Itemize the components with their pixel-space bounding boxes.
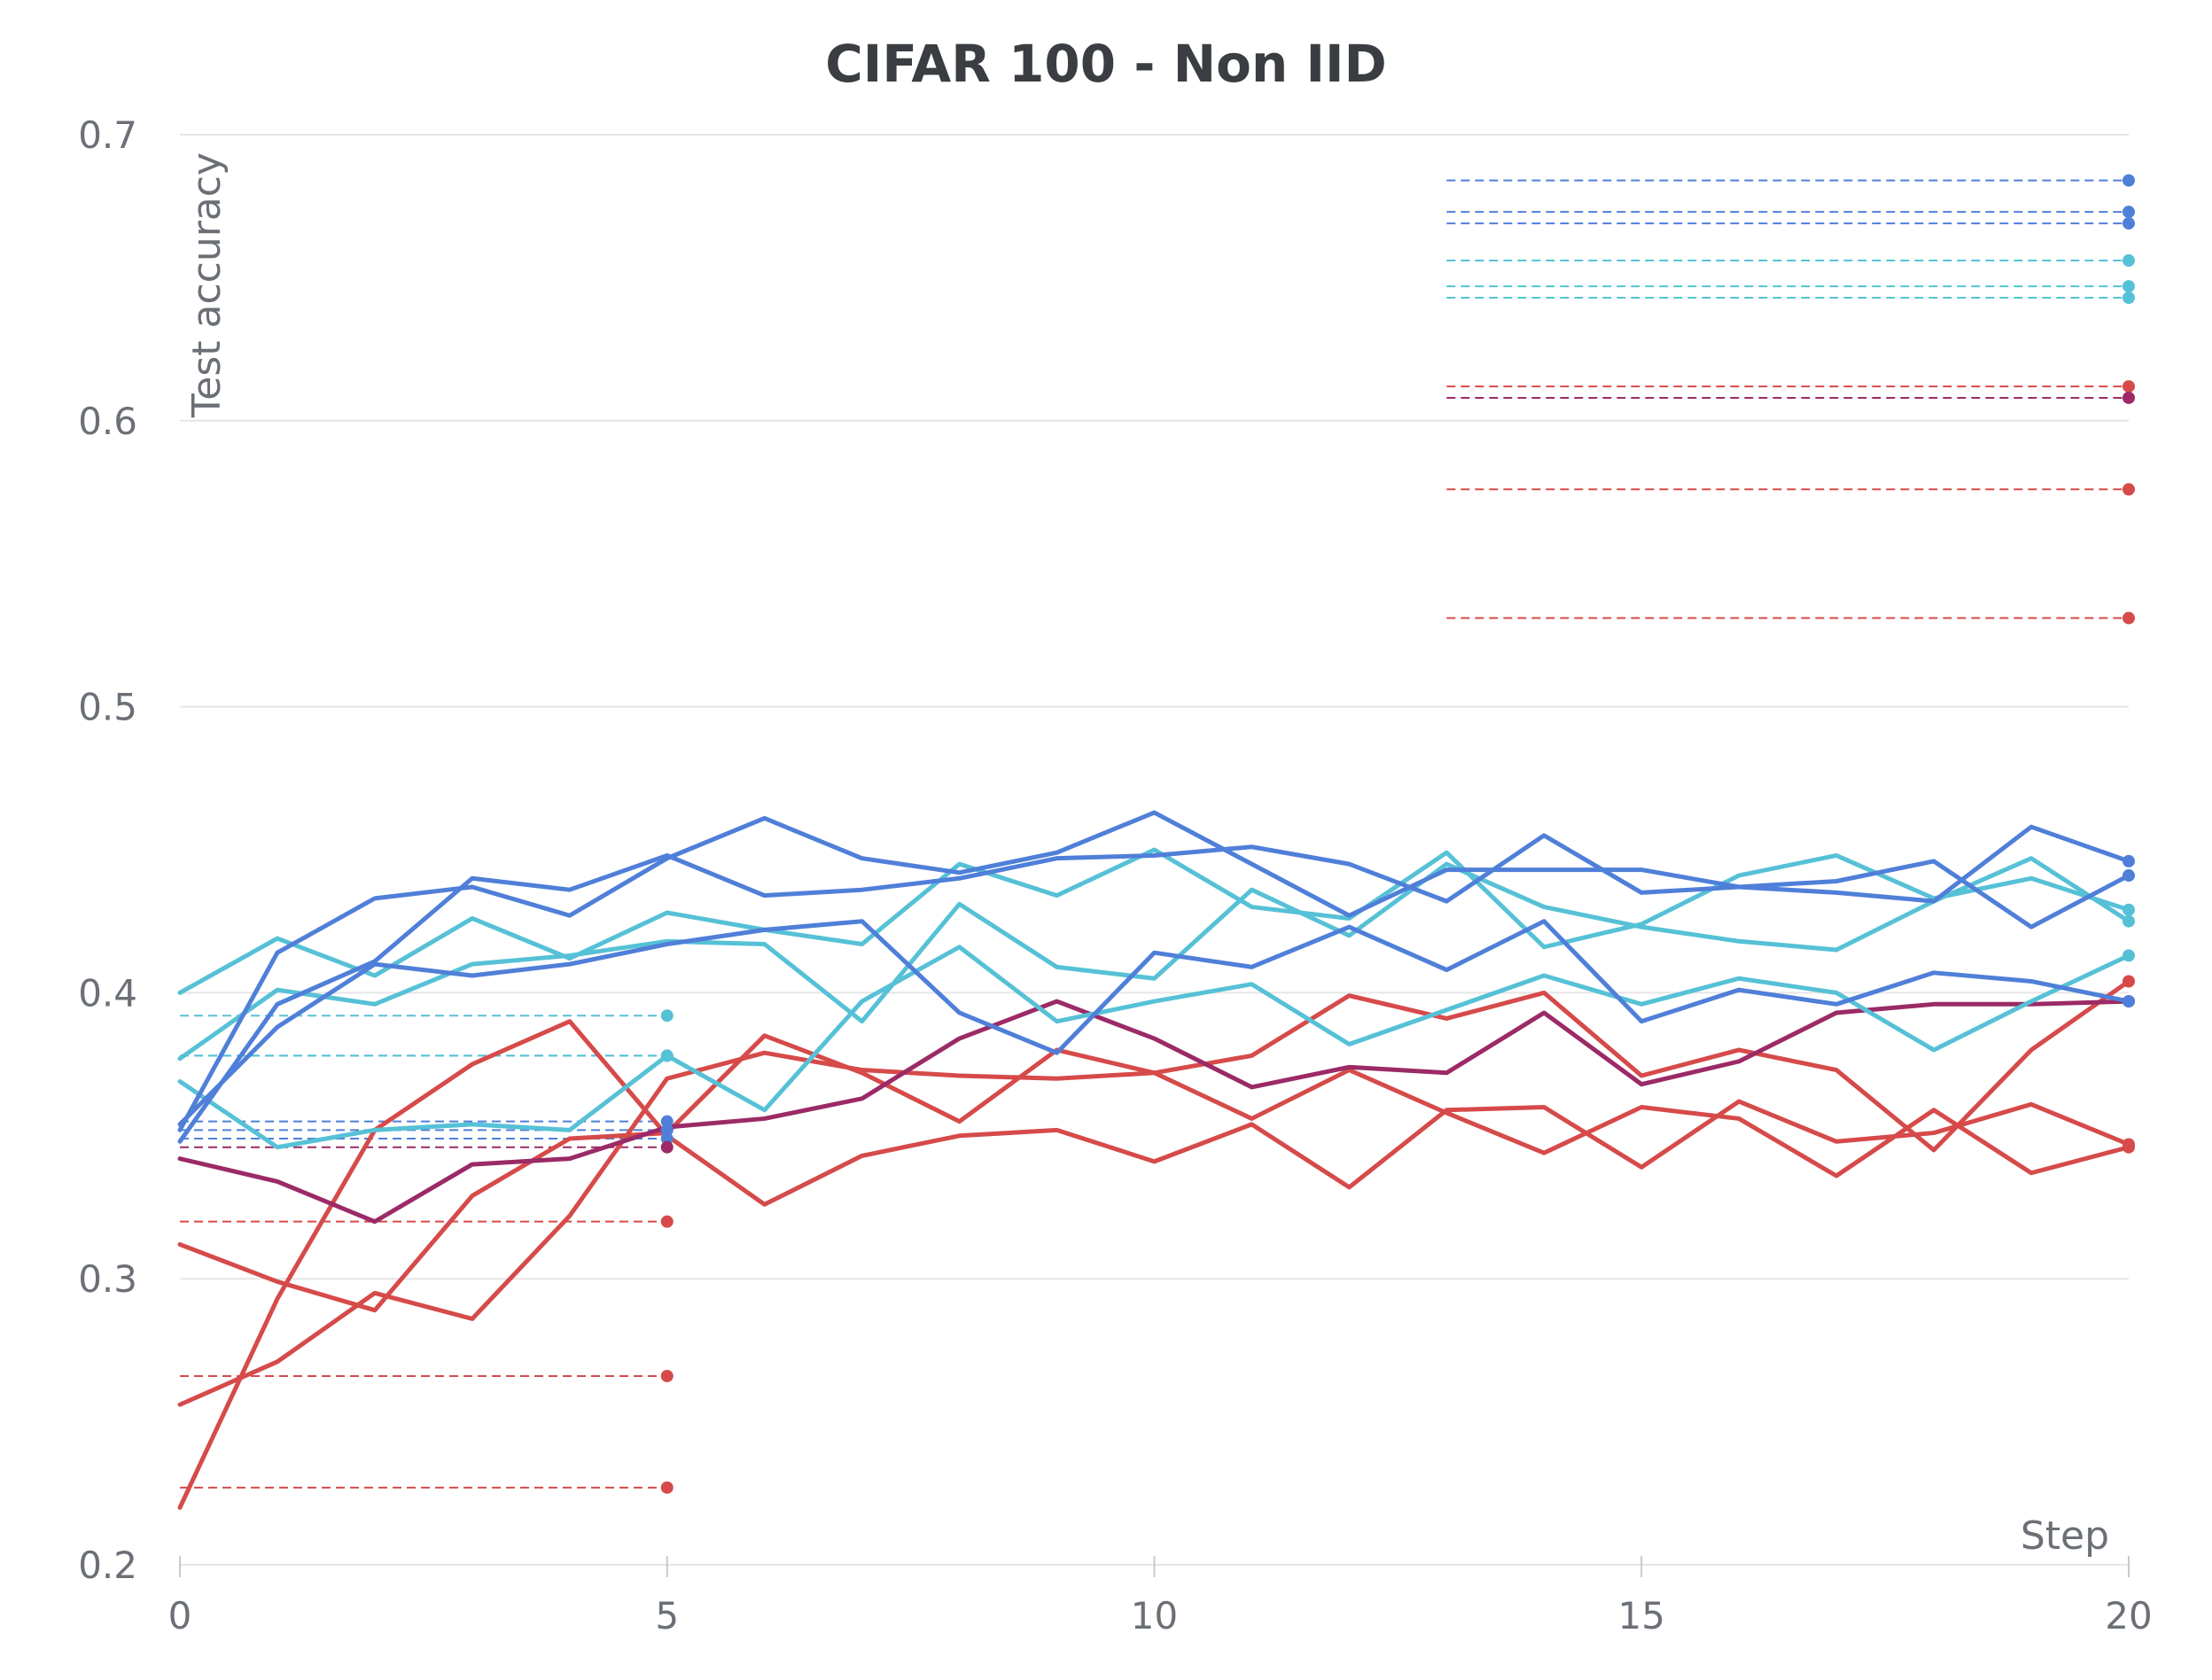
reference-point: [2122, 280, 2135, 293]
reference-point: [2122, 291, 2135, 304]
series-line: [177, 847, 2131, 995]
series-line: [177, 919, 2131, 1127]
series-line: [177, 810, 2131, 1132]
series-end-point: [2122, 869, 2135, 883]
series-line: [177, 833, 2131, 1144]
series-line: [177, 978, 2131, 1407]
reference-point: [660, 1009, 674, 1023]
y-tick-label: 0.3: [78, 1257, 137, 1301]
reference-point: [660, 1369, 674, 1382]
y-tick-label: 0.7: [78, 113, 137, 157]
series-end-point: [2122, 1138, 2135, 1151]
x-axis-label: Step: [2021, 1513, 2109, 1559]
x-tick-label: 0: [168, 1594, 192, 1637]
x-axis-ticks: 0 5 10 15 20: [168, 1556, 2153, 1637]
reference-lines: [180, 179, 2129, 1489]
series-end-point: [2122, 854, 2135, 867]
x-tick-label: 5: [655, 1594, 679, 1637]
series-end-point: [2122, 995, 2135, 1008]
series-line: [177, 1019, 2131, 1510]
reference-point: [660, 1124, 674, 1137]
reference-point: [2122, 174, 2135, 187]
series-end-point: [2122, 975, 2135, 988]
chart-title: CIFAR 100 - Non IID: [825, 34, 1387, 94]
reference-point: [2122, 217, 2135, 230]
reference-point: [2122, 391, 2135, 404]
reference-point: [660, 1132, 674, 1146]
series-line: [177, 999, 2131, 1225]
reference-point: [660, 1481, 674, 1494]
reference-point: [2122, 611, 2135, 625]
reference-point: [660, 1115, 674, 1128]
reference-point: [660, 1140, 674, 1154]
x-tick-label: 20: [2105, 1594, 2152, 1637]
series-end-point: [2122, 903, 2135, 916]
x-tick-label: 15: [1618, 1594, 1665, 1637]
series-line: [177, 856, 2131, 1062]
series-end-point: [2122, 949, 2135, 962]
y-axis-ticks: 0.2 0.3 0.4 0.5 0.6 0.7: [78, 113, 137, 1587]
x-tick-label: 10: [1131, 1594, 1178, 1637]
reference-point: [660, 1049, 674, 1062]
reference-point: [2122, 380, 2135, 393]
series-end-point: [2122, 914, 2135, 928]
reference-point: [2122, 254, 2135, 268]
y-tick-label: 0.5: [78, 686, 137, 729]
y-axis-label: Test accuracy: [184, 152, 230, 418]
end-markers: [660, 174, 2135, 1494]
series-line: [177, 1033, 2131, 1313]
reference-point: [2122, 206, 2135, 219]
series-line: [177, 945, 2131, 1150]
y-tick-label: 0.2: [78, 1544, 137, 1587]
y-tick-label: 0.6: [78, 400, 137, 443]
y-tick-label: 0.4: [78, 971, 137, 1015]
series-group: [177, 810, 2131, 1510]
reference-point: [660, 1215, 674, 1228]
reference-point: [2122, 483, 2135, 496]
